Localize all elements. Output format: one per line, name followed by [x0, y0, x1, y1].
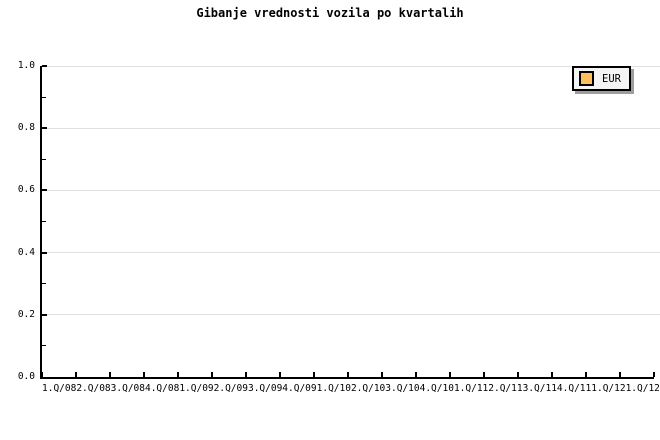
y-axis-major-tick	[42, 189, 47, 192]
x-axis-tick	[584, 372, 587, 377]
x-axis-tick	[517, 372, 519, 377]
y-axis-minor-tick	[42, 345, 46, 347]
x-tick-label: 3.Q/11	[522, 383, 557, 394]
x-tick-label: 4.Q/10	[419, 383, 454, 394]
x-axis-tick	[279, 372, 281, 377]
y-axis-minor-tick	[42, 158, 46, 160]
gridline	[42, 189, 660, 191]
y-axis-major-tick	[42, 127, 47, 130]
y-axis-major-tick	[42, 251, 47, 254]
x-tick-label: 1.Q/09	[179, 383, 214, 394]
x-tick-label: 1.Q/12	[591, 383, 626, 394]
y-axis-labels: 1.0 0.8 0.6 0.4 0.2 0.0	[5, 61, 35, 382]
x-axis-tick	[312, 372, 315, 377]
x-tick-label: 2.Q/09	[213, 383, 248, 394]
y-tick-label: 0.4	[17, 246, 35, 258]
x-axis-tick	[551, 372, 553, 377]
plot-area: 1.0 0.8 0.6 0.4 0.2 0.0 1.Q/08 2.Q/08 3.Q/08 4.Q…	[18, 61, 660, 394]
x-axis-tick	[619, 372, 621, 377]
x-axis-tick	[244, 372, 247, 377]
x-tick-label: 2.Q/10	[350, 383, 386, 394]
x-axis-tick	[108, 372, 111, 377]
x-axis-tick	[176, 372, 179, 377]
x-axis-tick	[347, 372, 349, 377]
x-tick-label: 1.Q/10	[316, 383, 351, 394]
y-axis-minor-tick	[42, 283, 46, 285]
y-tick-label: 0.8	[17, 122, 35, 134]
y-axis-major-tick	[42, 65, 47, 67]
x-axis-tick	[381, 372, 383, 377]
x-axis-tick	[448, 372, 451, 377]
x-axis-labels: 1.Q/08 2.Q/08 3.Q/08 4.Q/08 1.Q/09 2.Q/09 3.Q/…	[42, 383, 660, 394]
x-tick-label: 4.Q/08	[144, 383, 180, 394]
chart-title: Gibanje vrednosti vozila po kvartalih	[196, 6, 464, 20]
gridline	[42, 65, 660, 67]
gridline	[42, 127, 660, 129]
x-tick-label: 3.Q/08	[110, 383, 145, 394]
x-axis-tick	[142, 372, 145, 377]
x-axis-tick	[211, 372, 213, 377]
y-tick-label: 0.2	[17, 308, 35, 320]
gridline	[42, 252, 660, 254]
x-axis-tick	[653, 372, 655, 377]
x-tick-label: 2.Q/11	[488, 383, 523, 394]
x-axis-tick	[483, 372, 485, 377]
x-tick-label: 1.Q/11	[453, 383, 489, 394]
x-axis-tick	[415, 372, 417, 377]
x-tick-label: 4.Q/11	[556, 383, 592, 394]
x-tick-label: 3.Q/09	[247, 383, 283, 394]
y-tick-label: 0.0	[17, 371, 35, 382]
x-tick-label: 2.Q/08	[76, 383, 111, 394]
x-axis-tick	[41, 372, 43, 377]
x-tick-label: 3.Q/10	[385, 383, 420, 394]
legend-swatch-eur-icon	[579, 71, 594, 86]
y-axis-minor-tick	[42, 96, 46, 98]
y-axis-minor-tick	[42, 221, 46, 222]
legend-label: EUR	[602, 72, 621, 85]
x-tick-label: 1.Q/12	[625, 383, 660, 394]
x-tick-label: 4.Q/09	[282, 383, 317, 394]
y-tick-label: 0.6	[17, 184, 35, 196]
legend-box: EUR	[572, 66, 631, 91]
y-tick-label: 1.0	[17, 60, 35, 71]
x-tick-label: 1.Q/08	[42, 383, 77, 394]
x-axis-tick	[74, 372, 77, 377]
y-axis-major-tick	[42, 313, 47, 316]
gridline	[42, 314, 660, 316]
